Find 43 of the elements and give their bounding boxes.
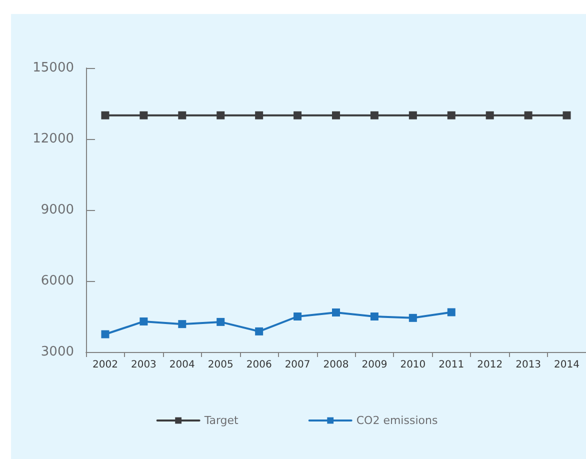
point (140, 111, 148, 120)
point (524, 111, 532, 120)
x-tick-label: 2006 (246, 360, 272, 370)
x-tick-label: 2002 (92, 360, 118, 370)
point (216, 111, 225, 120)
point (370, 111, 378, 120)
point (294, 312, 302, 320)
y-tick-label: 12000 (32, 132, 74, 146)
x-tick-label: 2011 (438, 360, 464, 370)
x-tick-label: 2004 (169, 360, 195, 370)
point (101, 330, 110, 338)
point (332, 111, 340, 120)
y-tick-label: 6000 (40, 274, 74, 288)
point (408, 111, 417, 120)
y-tick-label: 3000 (40, 344, 74, 360)
point (101, 111, 110, 120)
point (140, 317, 148, 326)
point (255, 327, 264, 336)
legend-label: Target (203, 414, 240, 427)
point (294, 111, 302, 120)
legend-label: CO2 emissions (356, 414, 438, 427)
point (332, 308, 340, 316)
x-tick-label: 2009 (362, 360, 388, 370)
point (370, 312, 378, 320)
x-tick-label: 2010 (400, 360, 426, 370)
point (178, 320, 186, 328)
point (486, 111, 494, 120)
y-tick-label: 15000 (32, 60, 74, 76)
x-tick-label: 2014 (554, 360, 580, 370)
point (447, 111, 456, 120)
x-tick-label: 2005 (208, 360, 234, 370)
point (408, 314, 417, 322)
point (447, 308, 456, 316)
x-tick-label: 2012 (477, 360, 503, 370)
x-tick-label: 2007 (284, 360, 310, 370)
x-tick-label: 2013 (516, 360, 542, 370)
x-tick-label: 2003 (130, 360, 156, 370)
point (255, 111, 264, 120)
y-tick-label: 9000 (40, 202, 74, 218)
x-tick-label: 2008 (323, 360, 349, 370)
point (216, 318, 225, 326)
point (562, 111, 571, 120)
point (178, 111, 186, 120)
